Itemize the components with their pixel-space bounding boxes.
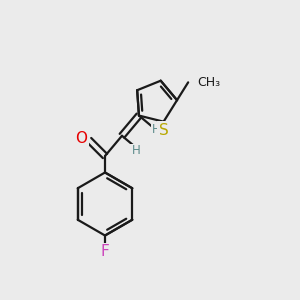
Text: O: O	[76, 131, 88, 146]
Text: H: H	[131, 144, 140, 158]
Text: H: H	[152, 123, 161, 136]
Text: F: F	[100, 244, 109, 260]
Text: CH₃: CH₃	[197, 76, 220, 89]
Text: S: S	[159, 123, 169, 138]
